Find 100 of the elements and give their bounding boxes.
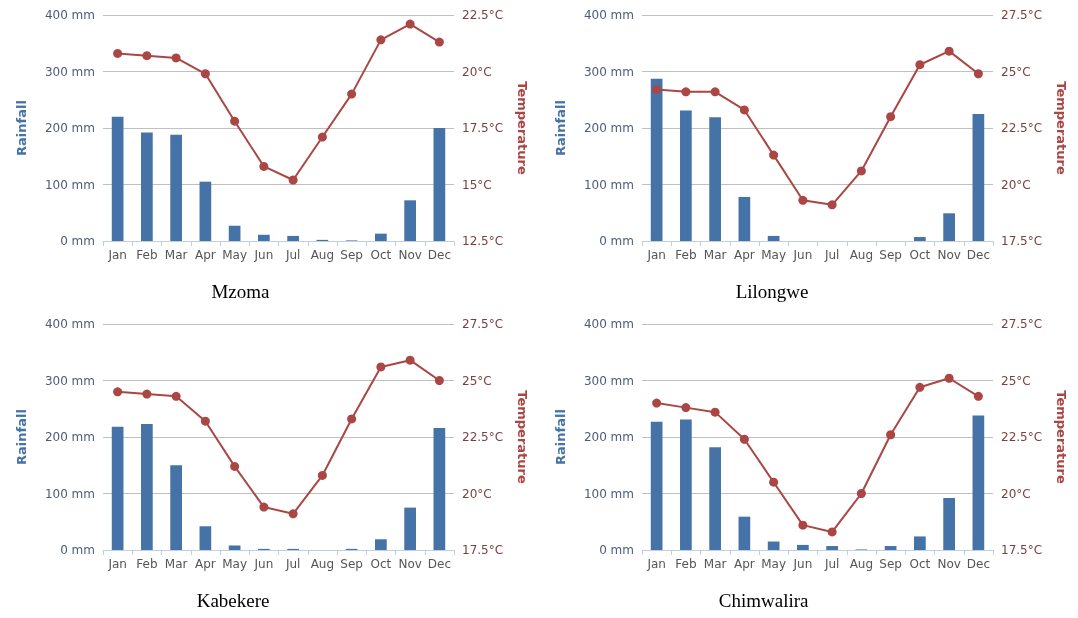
bar <box>141 132 153 241</box>
y2-tick-label: 25°C <box>1001 64 1031 79</box>
y-tick-label: 300 mm <box>44 64 95 79</box>
y2-tick-label: 27.5°C <box>1001 317 1043 331</box>
x-tick-label: Mar <box>703 248 727 262</box>
x-tick-label: Jun <box>253 557 274 571</box>
bar <box>738 516 751 550</box>
point <box>288 509 298 519</box>
point <box>200 69 210 79</box>
x-tick-label: Mar <box>164 248 188 262</box>
point <box>652 398 662 408</box>
x-tick-label: May <box>761 557 787 571</box>
bar <box>709 447 721 550</box>
x-tick-label: Oct <box>370 557 392 571</box>
text: Mzoma <box>211 281 271 302</box>
point <box>710 407 720 417</box>
bar <box>433 128 446 241</box>
point <box>944 46 954 56</box>
x-tick-label: Apr <box>733 557 755 571</box>
y-tick-label: 400 mm <box>583 317 634 331</box>
x-tick-label: Jan <box>646 557 666 571</box>
x-tick-label: Feb <box>136 557 158 571</box>
y2-axis-title: Temperature <box>515 390 530 484</box>
x-tick-label: Sep <box>879 557 902 571</box>
y2-tick-label: 15°C <box>462 177 492 192</box>
y2-tick-label: 17.5°C <box>462 543 504 557</box>
point <box>230 116 240 126</box>
bar <box>972 415 985 550</box>
point <box>973 391 983 401</box>
x-tick-label: Feb <box>675 557 697 571</box>
point <box>376 35 386 45</box>
x-tick-label: Jul <box>284 557 301 571</box>
point <box>856 489 866 498</box>
x-tick-label: Nov <box>937 248 961 262</box>
point <box>886 112 896 122</box>
x-tick-label: Dec <box>427 248 451 262</box>
point <box>230 461 240 471</box>
x-tick-label: Mar <box>703 557 727 571</box>
point <box>710 87 720 97</box>
x-tick-label: Mar <box>164 557 188 571</box>
y2-tick-label: 22.5°C <box>1001 430 1043 444</box>
y-tick-label: 100 mm <box>44 177 95 192</box>
point <box>259 502 269 512</box>
point <box>827 527 837 537</box>
y-tick-label: 100 mm <box>583 486 634 501</box>
y2-tick-label: 20°C <box>1001 177 1031 192</box>
y2-tick-label: 25°C <box>1001 373 1031 388</box>
point <box>798 195 808 205</box>
bar <box>914 536 926 550</box>
x-tick-label: Feb <box>136 248 158 262</box>
y2-axis-title: Temperature <box>1054 390 1069 484</box>
y2-tick-label: 17.5°C <box>1001 234 1043 248</box>
point <box>827 200 837 210</box>
point <box>347 89 357 99</box>
x-tick-label: Dec <box>966 248 990 262</box>
x-tick-label: Aug <box>310 248 335 262</box>
y2-axis-title: Temperature <box>1054 81 1069 175</box>
x-tick-label: Aug <box>849 557 874 571</box>
point <box>405 355 415 365</box>
y-tick-label: 200 mm <box>44 121 95 135</box>
x-tick-label: Apr <box>733 248 755 262</box>
bar <box>650 421 663 550</box>
y-tick-label: 300 mm <box>583 64 634 79</box>
point <box>171 391 181 401</box>
point <box>171 53 181 63</box>
bar <box>767 235 780 241</box>
point <box>915 382 925 392</box>
x-tick-label: Oct <box>370 248 392 262</box>
y2-tick-label: 22.5°C <box>462 430 504 444</box>
x-tick-label: Sep <box>879 248 902 262</box>
point <box>288 175 298 185</box>
bar <box>680 419 692 550</box>
point <box>317 132 327 142</box>
point <box>142 389 152 399</box>
bar <box>943 498 955 550</box>
point <box>915 60 925 70</box>
x-tick-label: Jul <box>284 248 301 262</box>
x-tick-label: Dec <box>427 557 451 571</box>
y-tick-label: 200 mm <box>583 121 634 135</box>
bar <box>375 233 387 241</box>
bar <box>287 235 299 241</box>
point <box>886 430 896 440</box>
x-tick-label: Jan <box>107 557 127 571</box>
x-tick-label: Feb <box>675 248 697 262</box>
bar <box>650 78 663 241</box>
bar <box>404 507 416 550</box>
point <box>317 470 327 480</box>
y2-tick-label: 17.5°C <box>1001 543 1043 557</box>
bar <box>972 113 985 241</box>
point <box>376 362 386 372</box>
y2-tick-label: 20°C <box>462 486 492 501</box>
y-tick-label: 400 mm <box>44 8 95 22</box>
bar <box>943 213 955 241</box>
y-axis-title: Rainfall <box>14 100 29 156</box>
y-axis-title: Rainfall <box>553 409 568 465</box>
bar <box>709 117 721 241</box>
bar <box>170 134 182 241</box>
point <box>434 376 444 385</box>
y-tick-label: 0 mm <box>60 543 95 557</box>
x-tick-label: Aug <box>849 248 874 262</box>
